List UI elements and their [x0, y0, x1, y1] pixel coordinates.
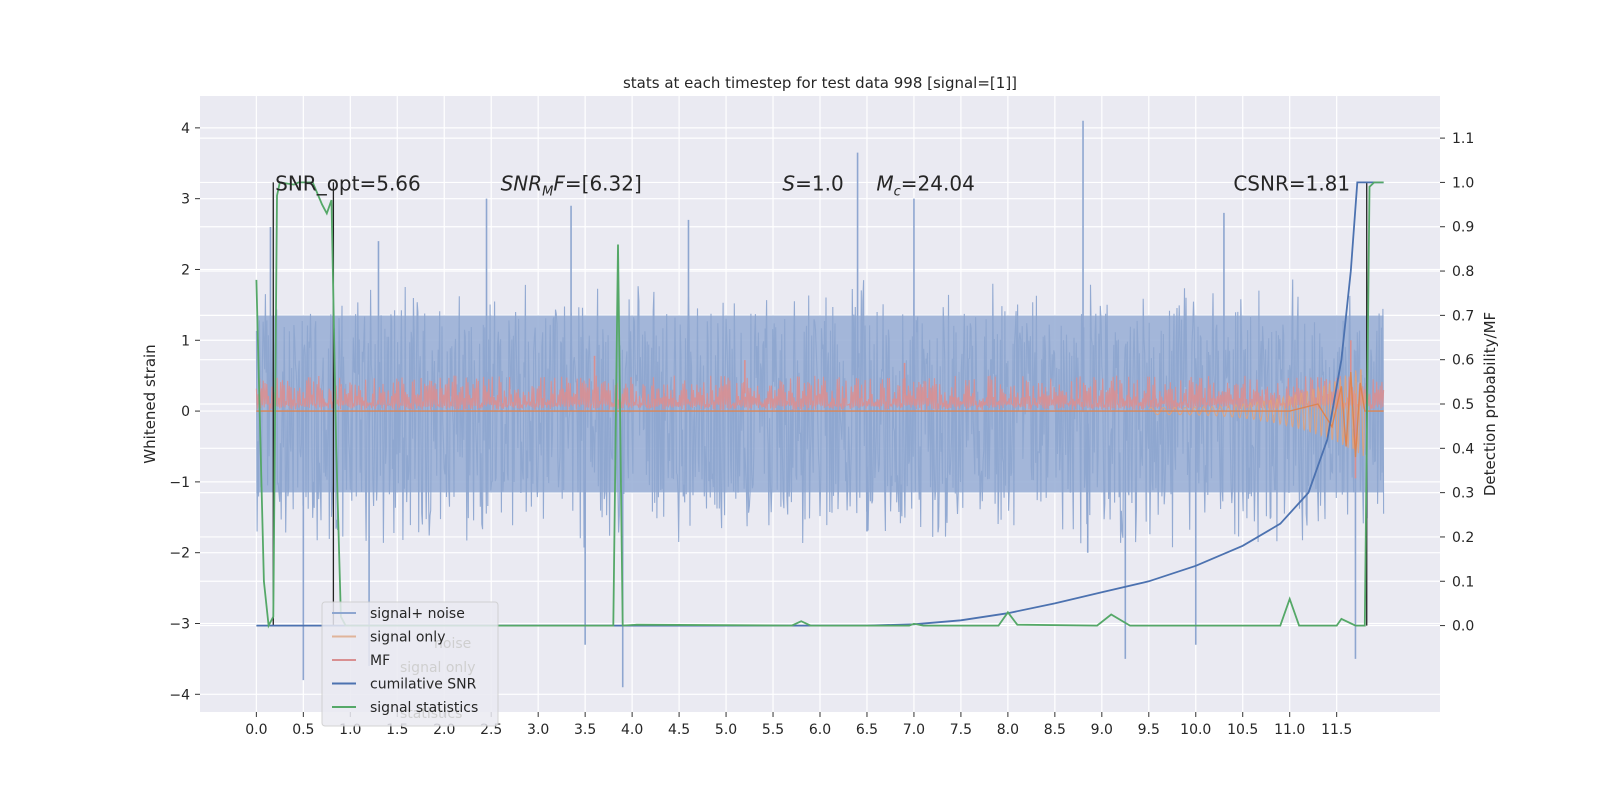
x-tick-label: 7.0	[903, 722, 925, 738]
chart-title: stats at each timestep for test data 998…	[623, 74, 1017, 92]
annotation: Mc=24.04	[876, 172, 974, 200]
x-tick-label: 10.5	[1227, 722, 1258, 738]
y-tick-label: 1	[181, 333, 190, 349]
mf-line	[255, 375, 1385, 411]
signal-noise-line	[255, 279, 1385, 548]
legend-label: cumilative SNR	[370, 677, 477, 693]
y-right-tick-label: 0.4	[1452, 441, 1474, 457]
legend-label: signal only	[370, 630, 445, 646]
legend-label: signal+ noise	[370, 606, 465, 622]
x-tick-label: 9.0	[1091, 722, 1113, 738]
signal-statistics-line	[255, 181, 1384, 629]
y-axis-label-left: Whitened strain	[141, 344, 159, 463]
y-right-tick-label: 0.2	[1452, 530, 1474, 546]
legend-box	[321, 601, 499, 727]
annotation: S=1.0	[782, 172, 843, 196]
y-tick-label: 0	[181, 404, 190, 420]
x-tick-label: 4.0	[621, 722, 643, 738]
y-axis-label-right: Detection probability/MF	[1481, 312, 1499, 496]
cumulative-snr-series	[256, 181, 1384, 627]
y-right-tick-label: 0.5	[1452, 397, 1474, 413]
y-tick-label: −4	[169, 687, 190, 703]
x-tick-label: 6.5	[856, 722, 878, 738]
x-tick-label: 5.5	[762, 722, 784, 738]
legend-ghost-text: statistics	[400, 706, 462, 722]
x-tick-label: 3.5	[574, 722, 596, 738]
x-tick-label: 8.0	[997, 722, 1019, 738]
signal-only-line	[1148, 369, 1366, 457]
y-right-tick-label: 0.9	[1452, 220, 1474, 236]
annotation: SNR_opt=5.66	[275, 172, 421, 196]
y-right-tick-label: 1.1	[1452, 131, 1474, 147]
annotations: SNR_opt=5.66 SNRMF=[6.32] S=1.0 Mc=24.04 CSN…	[275, 172, 1350, 200]
legend-ghost-text: signal only	[400, 660, 475, 676]
y-tick-label: 2	[181, 262, 190, 278]
x-tick-label: 6.0	[809, 722, 831, 738]
x-tick-label: 7.5	[950, 722, 972, 738]
legend-ghost-text: noise	[434, 636, 471, 652]
y-right-tick-label: 0.3	[1452, 486, 1474, 502]
x-tick-label: 11.5	[1321, 722, 1352, 738]
y-right-tick-label: 1.0	[1452, 175, 1474, 191]
y-right-tick-label: 0.8	[1452, 264, 1474, 280]
axis-ticks: 0.0 0.5 1.0 1.5 2.0 2.5 3.0 3.5 4.0 4.5 5.0 5.5 6.0 6…	[169, 121, 1474, 738]
signal-statistics-series	[255, 181, 1384, 629]
y-right-tick-label: 0.0	[1452, 619, 1474, 635]
y-tick-label: −1	[169, 475, 190, 491]
x-tick-label: 4.5	[668, 722, 690, 738]
y-right-tick-label: 0.6	[1452, 353, 1474, 369]
x-tick-label: 8.5	[1044, 722, 1066, 738]
y-right-tick-label: 0.1	[1452, 574, 1474, 590]
annotation: CSNR=1.81	[1233, 172, 1350, 196]
y-tick-label: 4	[181, 121, 190, 137]
legend-label: signal statistics	[370, 700, 478, 716]
x-tick-label: 0.0	[245, 722, 267, 738]
x-tick-label: 3.0	[527, 722, 549, 738]
y-right-tick-label: 0.7	[1452, 308, 1474, 324]
annotation: SNRMF=[6.32]	[501, 172, 642, 200]
y-tick-label: −2	[169, 546, 190, 562]
y-tick-label: −3	[169, 616, 190, 632]
x-tick-label: 10.0	[1180, 722, 1211, 738]
legend-label: MF	[370, 653, 390, 669]
x-tick-label: 9.5	[1138, 722, 1160, 738]
x-tick-label: 11.0	[1274, 722, 1305, 738]
x-tick-label: 5.0	[715, 722, 737, 738]
cumulative-snr-line	[256, 181, 1384, 627]
signal-only-envelope	[256, 372, 1384, 458]
y-tick-label: 3	[181, 192, 190, 208]
x-tick-label: 0.5	[292, 722, 314, 738]
signal-only-series	[256, 369, 1384, 458]
